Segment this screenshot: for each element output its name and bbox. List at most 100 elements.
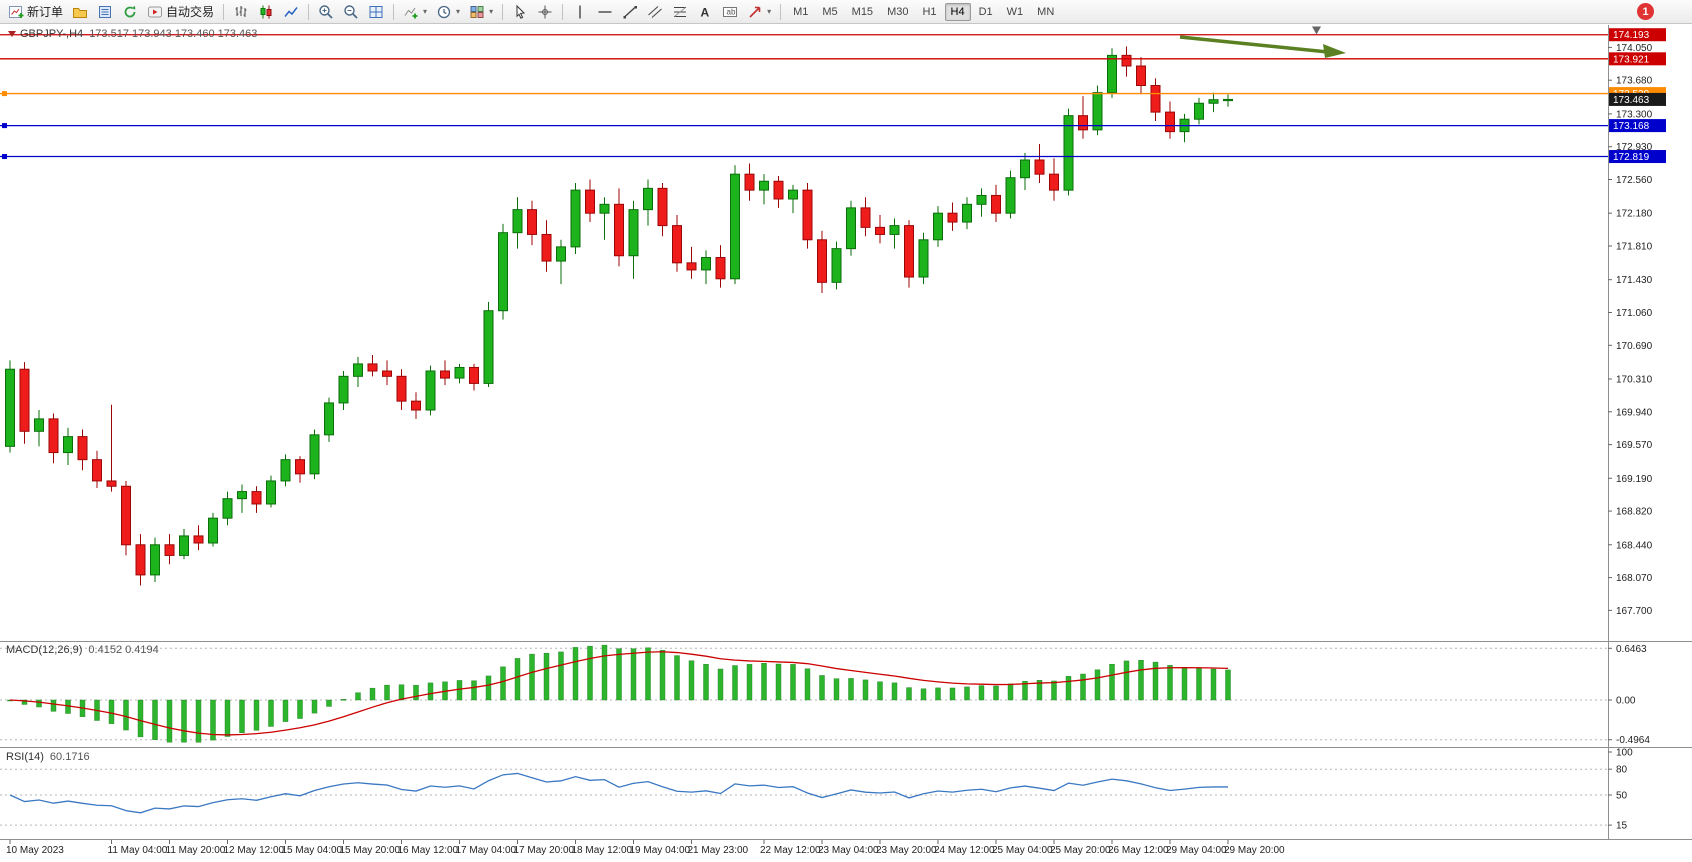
candle — [541, 233, 552, 262]
candle — [1150, 85, 1161, 113]
line-handle[interactable] — [2, 154, 7, 160]
zoom-out-icon — [344, 4, 358, 19]
svg-text:174.050: 174.050 — [1616, 43, 1653, 54]
tile-windows-button[interactable] — [364, 2, 388, 22]
candle — [1165, 111, 1175, 133]
arrow-icon — [749, 6, 761, 18]
svg-text:A: A — [701, 5, 710, 19]
candle — [411, 400, 421, 411]
dropdown-caret-icon: ▾ — [423, 7, 428, 16]
svg-text:16 May 12:00: 16 May 12:00 — [398, 845, 459, 856]
folder-icon — [73, 7, 88, 18]
horizontal-line[interactable]: 174.193 — [0, 28, 1666, 41]
timeframe-D1[interactable]: D1 — [973, 3, 999, 21]
vertical-line-button[interactable] — [568, 2, 592, 22]
svg-text:80: 80 — [1616, 765, 1628, 776]
templates-button[interactable]: ▾ — [465, 2, 497, 22]
periods-button[interactable]: ▾ — [432, 2, 464, 22]
svg-text:173.168: 173.168 — [1613, 121, 1650, 132]
horizontal-line[interactable]: 173.168 — [0, 119, 1666, 133]
timeframe-MN[interactable]: MN — [1031, 3, 1060, 21]
svg-text:170.690: 170.690 — [1616, 341, 1653, 352]
svg-text:15: 15 — [1616, 821, 1628, 832]
profiles-button[interactable] — [68, 2, 92, 22]
autotrading-button[interactable]: 自动交易 — [143, 2, 218, 22]
new-order-icon — [9, 5, 24, 18]
zoom-in-button[interactable] — [314, 2, 338, 22]
timeframe-W1[interactable]: W1 — [1001, 3, 1030, 21]
horizontal-line-button[interactable] — [593, 2, 617, 22]
text-button[interactable]: A — [693, 2, 717, 22]
line-chart-button[interactable] — [279, 2, 303, 22]
new-order-button[interactable]: 新订单 — [4, 2, 67, 22]
candle — [875, 226, 885, 235]
refresh-cycle-button[interactable] — [118, 2, 142, 22]
candle — [889, 225, 900, 235]
candle — [628, 209, 639, 257]
fibonacci-button[interactable] — [668, 2, 692, 22]
bar-chart-button[interactable] — [229, 2, 253, 22]
price-line-label — [1609, 52, 1666, 66]
timeframe-M30[interactable]: M30 — [881, 3, 914, 21]
candle — [1020, 159, 1030, 179]
price-axis[interactable]: 174.050 173.680 173.300 172.930 172.560 172.1… — [1608, 43, 1653, 617]
toolbar-separator — [393, 3, 395, 20]
svg-text:173.921: 173.921 — [1613, 54, 1650, 65]
svg-text:19 May 04:00: 19 May 04:00 — [630, 845, 691, 856]
svg-text:172.560: 172.560 — [1616, 175, 1653, 186]
candle — [788, 189, 798, 200]
timeframe-H4[interactable]: H4 — [944, 2, 971, 21]
candle — [512, 209, 523, 234]
price-line-label — [1609, 119, 1666, 133]
svg-text:173.680: 173.680 — [1616, 76, 1653, 87]
candle — [34, 418, 44, 432]
timeframe-M15[interactable]: M15 — [846, 3, 879, 21]
candle — [309, 434, 320, 475]
candle — [251, 491, 262, 505]
horizontal-line[interactable]: 172.819 — [0, 150, 1666, 164]
horizontal-line[interactable]: 173.529 — [0, 87, 1666, 101]
horizontal-line[interactable]: 173.921 — [0, 52, 1666, 66]
line-chart-icon — [284, 6, 298, 17]
candle — [556, 246, 566, 262]
indicators-button[interactable]: ▾ — [399, 2, 431, 22]
line-handle[interactable] — [2, 91, 7, 97]
cursor-button[interactable] — [508, 2, 532, 22]
clock-icon — [437, 5, 451, 18]
arrows-button[interactable]: ▾ — [743, 2, 775, 22]
svg-text:24 May 12:00: 24 May 12:00 — [934, 845, 995, 856]
svg-text:21 May 23:00: 21 May 23:00 — [688, 845, 749, 856]
svg-text:26 May 12:00: 26 May 12:00 — [1108, 845, 1169, 856]
timeframe-H1[interactable]: H1 — [916, 3, 942, 21]
macd-label: MACD(12,26,9) — [6, 644, 83, 656]
line-handle[interactable] — [2, 123, 7, 129]
trendline-button[interactable] — [618, 2, 642, 22]
candle — [92, 459, 102, 482]
candle — [1078, 115, 1088, 131]
tile-windows-icon — [369, 5, 383, 18]
candle — [280, 459, 291, 482]
candle — [237, 491, 247, 500]
chart-shift-marker[interactable] — [1312, 26, 1321, 35]
zoom-out-button[interactable] — [339, 2, 363, 22]
candlestick-chart-button[interactable] — [254, 2, 278, 22]
candle — [295, 459, 305, 475]
trend-arrow-annotation[interactable] — [1179, 35, 1346, 58]
rsi-grid: 100 80 50 15 — [0, 748, 1633, 832]
toolbar-separator — [223, 3, 225, 20]
candle — [454, 366, 465, 379]
text-label-button[interactable]: ab — [718, 2, 742, 22]
timeframe-M5[interactable]: M5 — [816, 3, 843, 21]
rsi-line — [9, 772, 1229, 814]
timeframe-M1[interactable]: M1 — [787, 3, 814, 21]
candle — [614, 203, 624, 257]
text-label-icon: ab — [723, 6, 738, 17]
svg-text:168.440: 168.440 — [1616, 540, 1653, 551]
notification-badge[interactable]: 1 — [1637, 3, 1654, 20]
crosshair-button[interactable] — [533, 2, 557, 22]
zoom-in-icon — [319, 4, 333, 19]
candle — [1005, 177, 1016, 214]
data-window-button[interactable] — [93, 2, 117, 22]
equidistant-channel-button[interactable] — [643, 2, 667, 22]
